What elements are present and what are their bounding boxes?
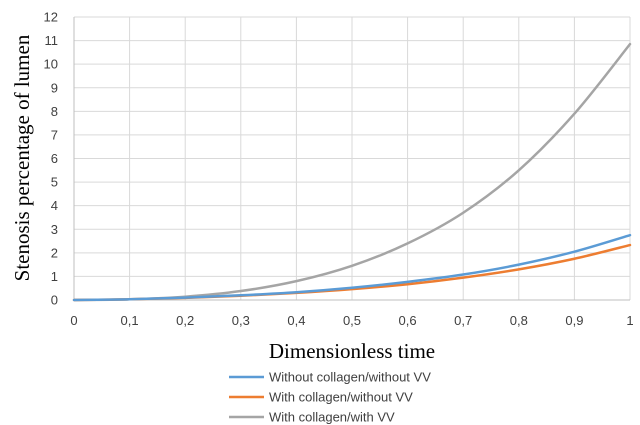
x-tick-label: 0,6 — [399, 313, 417, 328]
y-tick-label: 11 — [45, 33, 59, 48]
y-tick-label: 1 — [51, 269, 58, 284]
y-tick-label: 0 — [51, 293, 58, 308]
x-tick-label: 0,9 — [565, 313, 583, 328]
axes — [73, 17, 630, 301]
legend-label-without-collagen-without-vv: Without collagen/without VV — [269, 370, 431, 385]
x-tick-label: 0,2 — [176, 313, 194, 328]
y-tick-label: 10 — [44, 57, 58, 72]
x-tick-label: 0,7 — [454, 313, 472, 328]
legend-label-with-collagen-without-vv: With collagen/without VV — [269, 390, 413, 405]
y-tick-label: 3 — [51, 222, 58, 237]
y-tick-label: 8 — [51, 104, 58, 119]
legend: Without collagen/without VV With collagen… — [229, 370, 431, 425]
y-tick-label: 4 — [51, 198, 58, 213]
x-tick-label: 0,3 — [232, 313, 250, 328]
series-line-without-collagen-without-vv — [72, 233, 632, 302]
y-tick-label: 7 — [51, 127, 58, 142]
y-tick-label: 2 — [51, 245, 58, 260]
x-tick-label: 0,1 — [121, 313, 139, 328]
x-tick-label: 0 — [70, 313, 77, 328]
x-tick-label: 1 — [626, 313, 633, 328]
x-tick-label: 0,4 — [287, 313, 305, 328]
grid-lines — [74, 16, 631, 300]
x-tick-labels: 0 0,1 0,2 0,3 0,4 0,5 0,6 0,7 0,8 0,9 1 — [70, 313, 633, 328]
y-tick-label: 12 — [44, 10, 58, 25]
y-tick-label: 5 — [51, 175, 58, 190]
legend-label-with-collagen-with-vv: With collagen/with VV — [269, 410, 395, 425]
series-lines — [72, 42, 632, 302]
y-tick-label: 6 — [51, 151, 58, 166]
y-axis-label: Stenosis percentage of lumen — [10, 34, 34, 281]
x-tick-label: 0,5 — [343, 313, 361, 328]
x-tick-label: 0,8 — [510, 313, 528, 328]
y-tick-label: 9 — [51, 80, 58, 95]
x-axis-label: Dimensionless time — [269, 339, 435, 363]
